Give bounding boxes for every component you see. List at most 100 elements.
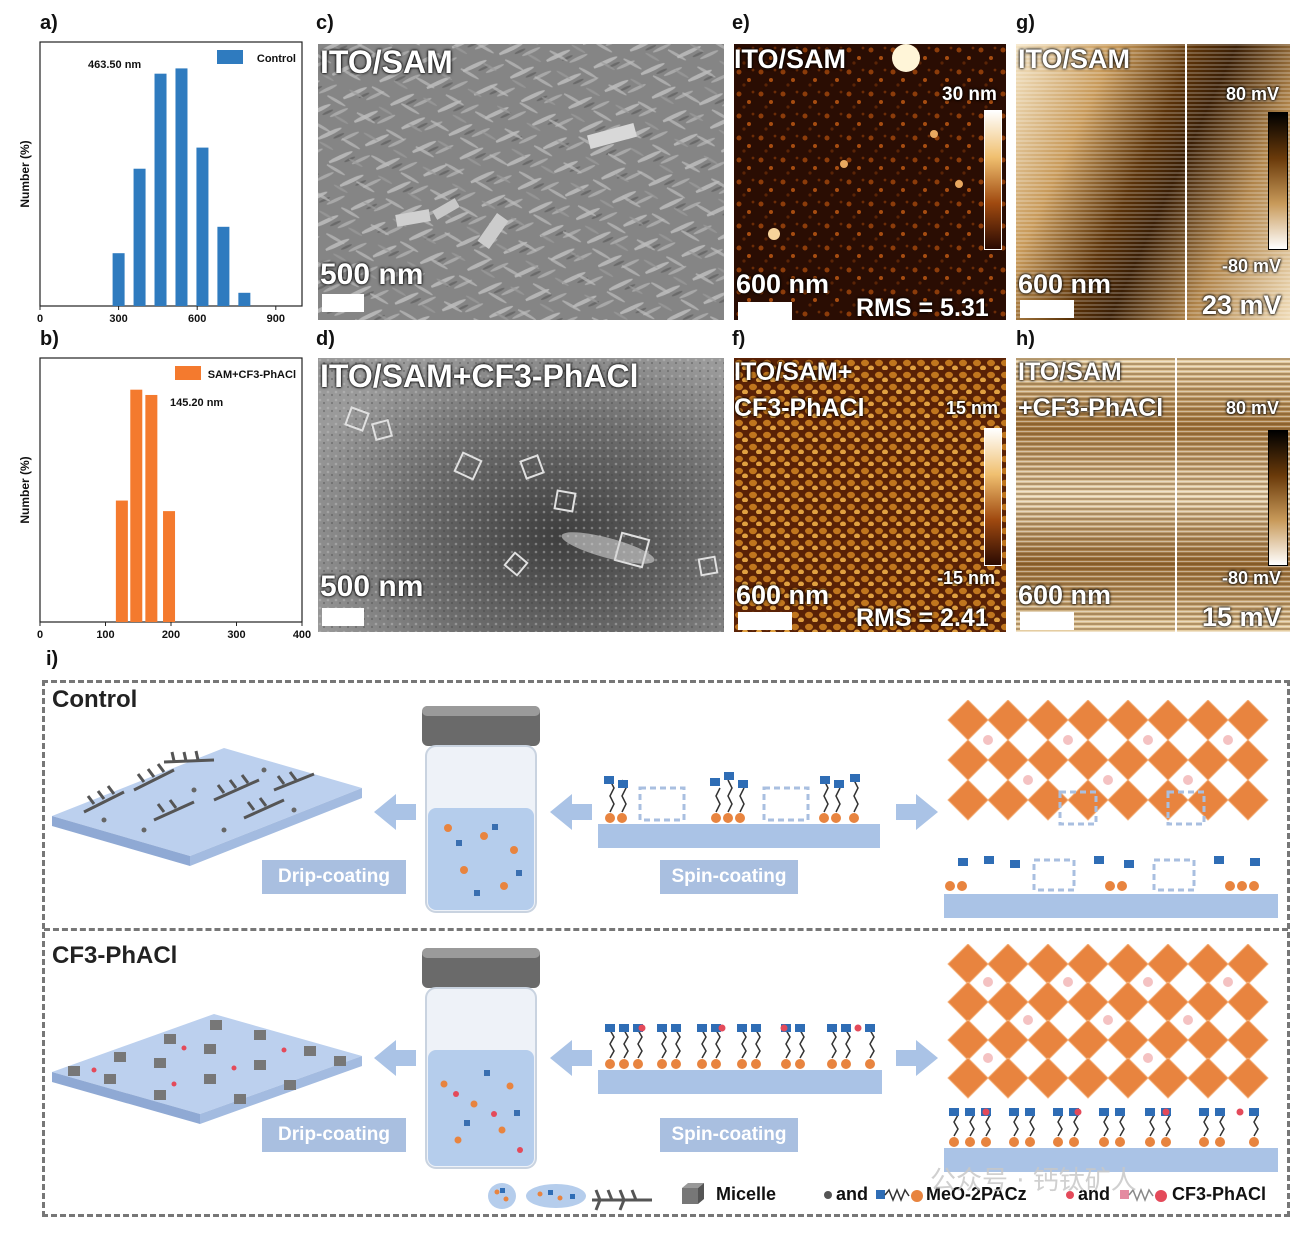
bar-control-4 <box>196 147 209 306</box>
peak-annotation-control: 463.50 nm <box>88 59 141 71</box>
bar-control-1 <box>133 168 146 306</box>
panel-label-c: c) <box>316 12 334 34</box>
afm-bottom-label-cf3: -15 nm <box>937 568 996 588</box>
x-tick-label-cf3-4: 400 <box>293 629 311 641</box>
afm-title-cf3-line1: ITO/SAM+ <box>734 358 853 386</box>
sem-scale-label-cf3: 500 nm <box>320 570 424 603</box>
legend-cf3-molecule-icon <box>1120 1187 1167 1203</box>
x-tick-label-control-2: 600 <box>188 313 206 325</box>
sem-image-control: ITO/SAM 500 nm <box>318 44 724 320</box>
chart-frame-control <box>39 41 303 307</box>
bar-cf3-0 <box>115 500 128 622</box>
y-axis-label-control: Number (%) <box>18 140 32 207</box>
sem-scale-bar-control <box>322 294 364 312</box>
afm-scale-bar-cf3 <box>738 612 792 630</box>
panel-label-g: g) <box>1016 12 1035 34</box>
bar-control-0 <box>112 253 125 306</box>
afm-title-control: ITO/SAM <box>734 44 847 74</box>
schematic-title-cf3: CF3-PhACl <box>52 942 178 969</box>
schematic-divider <box>44 928 1288 931</box>
panel-label-h: h) <box>1016 328 1035 350</box>
legend-meo-label: MeO-2PACz <box>926 1184 1027 1204</box>
kpfm-title-cf3-line2: +CF3-PhACl <box>1018 394 1164 422</box>
legend-meo-molecule-icon <box>876 1187 923 1203</box>
kpfm-title-cf3-line1: ITO/SAM <box>1018 358 1122 386</box>
afm-scale-bar-control <box>738 302 792 320</box>
panel-label-d: d) <box>316 328 335 350</box>
kpfm-colorbar-cf3 <box>1268 430 1288 566</box>
kpfm-scale-label-cf3: 600 nm <box>1018 580 1112 610</box>
kpfm-bottom-label-control: -80 mV <box>1222 256 1282 276</box>
drip-coating-label-control: Drip-coating <box>262 860 406 894</box>
schematic-cf3-row <box>52 944 1278 1172</box>
afm-rms-control: RMS = 5.31 <box>856 294 989 320</box>
kpfm-bottom-label-cf3: -80 mV <box>1222 568 1282 588</box>
sem-title-control: ITO/SAM <box>320 44 453 80</box>
bar-control-2 <box>154 73 167 307</box>
afm-height-colorbar-cf3 <box>984 428 1002 566</box>
afm-height-colorbar-control <box>984 110 1002 250</box>
legend-swatch-cf3 <box>175 366 201 380</box>
bar-cf3-2 <box>145 394 158 622</box>
kpfm-scale-label-control: 600 nm <box>1018 269 1112 299</box>
sem-scale-label-control: 500 nm <box>320 258 424 291</box>
legend-icons-micelle <box>488 1183 704 1211</box>
afm-image-control: ITO/SAM 30 nm 600 nm RMS = 5.31 <box>734 44 1006 320</box>
kpfm-title-control: ITO/SAM <box>1018 44 1131 74</box>
kpfm-image-cf3: ITO/SAM +CF3-PhACl 80 mV -80 mV 600 nm 1… <box>1016 358 1290 632</box>
size-distribution-chart-control: 0300600900Size (d.nm)Number (%)Control46… <box>18 41 303 325</box>
panel-label-e: e) <box>732 12 750 34</box>
sem-title-cf3: ITO/SAM+CF3-PhACl <box>320 358 639 394</box>
bar-cf3-1 <box>130 389 143 622</box>
afm-top-label-control: 30 nm <box>942 84 997 105</box>
kpfm-value-control: 23 mV <box>1202 290 1282 320</box>
x-tick-label-control-0: 0 <box>37 313 43 325</box>
y-axis-label-cf3: Number (%) <box>18 456 32 523</box>
bar-control-3 <box>175 68 188 307</box>
afm-title-cf3-line2: CF3-PhACl <box>734 394 865 422</box>
x-tick-label-cf3-3: 300 <box>227 629 245 641</box>
x-tick-label-control-1: 300 <box>109 313 127 325</box>
legend-and-label-2: and <box>1078 1184 1111 1204</box>
legend-dot-gray <box>824 1191 832 1199</box>
panel-label-f: f) <box>732 328 746 350</box>
x-tick-label-control-3: 900 <box>267 313 285 325</box>
kpfm-scale-bar-control <box>1020 300 1074 318</box>
watermark-text: 公众号 · 钙钛矿人 <box>930 1166 1137 1196</box>
bar-control-6 <box>238 292 251 306</box>
spin-coating-label-control: Spin-coating <box>660 860 798 894</box>
kpfm-value-cf3: 15 mV <box>1202 602 1282 632</box>
size-distribution-chart-cf3: 0100200300400Size (d.nm)Number (%)SAM+CF… <box>18 357 311 641</box>
legend-micelle-label: Micelle <box>716 1184 777 1204</box>
panel-label-a: a) <box>40 12 58 34</box>
sem-image-cf3: ITO/SAM+CF3-PhACl 500 nm <box>318 358 724 632</box>
schematic-control-row <box>52 700 1278 918</box>
bar-cf3-3 <box>163 511 176 622</box>
bar-control-5 <box>217 226 230 306</box>
panel-label-b: b) <box>40 328 59 350</box>
schematic-title-control: Control <box>52 686 138 713</box>
afm-rms-cf3: RMS = 2.41 <box>856 604 989 632</box>
x-tick-label-cf3-2: 200 <box>162 629 180 641</box>
x-tick-label-cf3-1: 100 <box>96 629 114 641</box>
kpfm-scale-bar-cf3 <box>1020 612 1074 630</box>
panel-label-i: i) <box>46 648 59 670</box>
afm-scale-label-cf3: 600 nm <box>736 580 830 610</box>
kpfm-top-label-cf3: 80 mV <box>1226 398 1280 418</box>
peak-annotation-cf3: 145.20 nm <box>170 397 223 409</box>
legend-label-cf3: SAM+CF3-PhACl <box>208 369 296 381</box>
afm-scale-label-control: 600 nm <box>736 269 830 299</box>
legend-cf3-label: CF3-PhACl <box>1172 1184 1266 1204</box>
schematic-frame <box>42 680 1290 1217</box>
kpfm-top-label-control: 80 mV <box>1226 84 1280 104</box>
x-tick-label-cf3-0: 0 <box>37 629 43 641</box>
afm-image-cf3: ITO/SAM+ CF3-PhACl 15 nm -15 nm 600 nm R… <box>734 358 1006 632</box>
sem-scale-bar-cf3 <box>322 608 364 626</box>
afm-top-label-cf3: 15 nm <box>946 398 999 418</box>
legend-dot-red <box>1066 1191 1074 1199</box>
legend-label-control: Control <box>257 53 296 65</box>
legend-and-label-1: and <box>836 1184 869 1204</box>
legend-swatch-control <box>217 50 243 64</box>
spin-coating-label-cf3: Spin-coating <box>660 1118 798 1152</box>
kpfm-colorbar-control <box>1268 112 1288 250</box>
